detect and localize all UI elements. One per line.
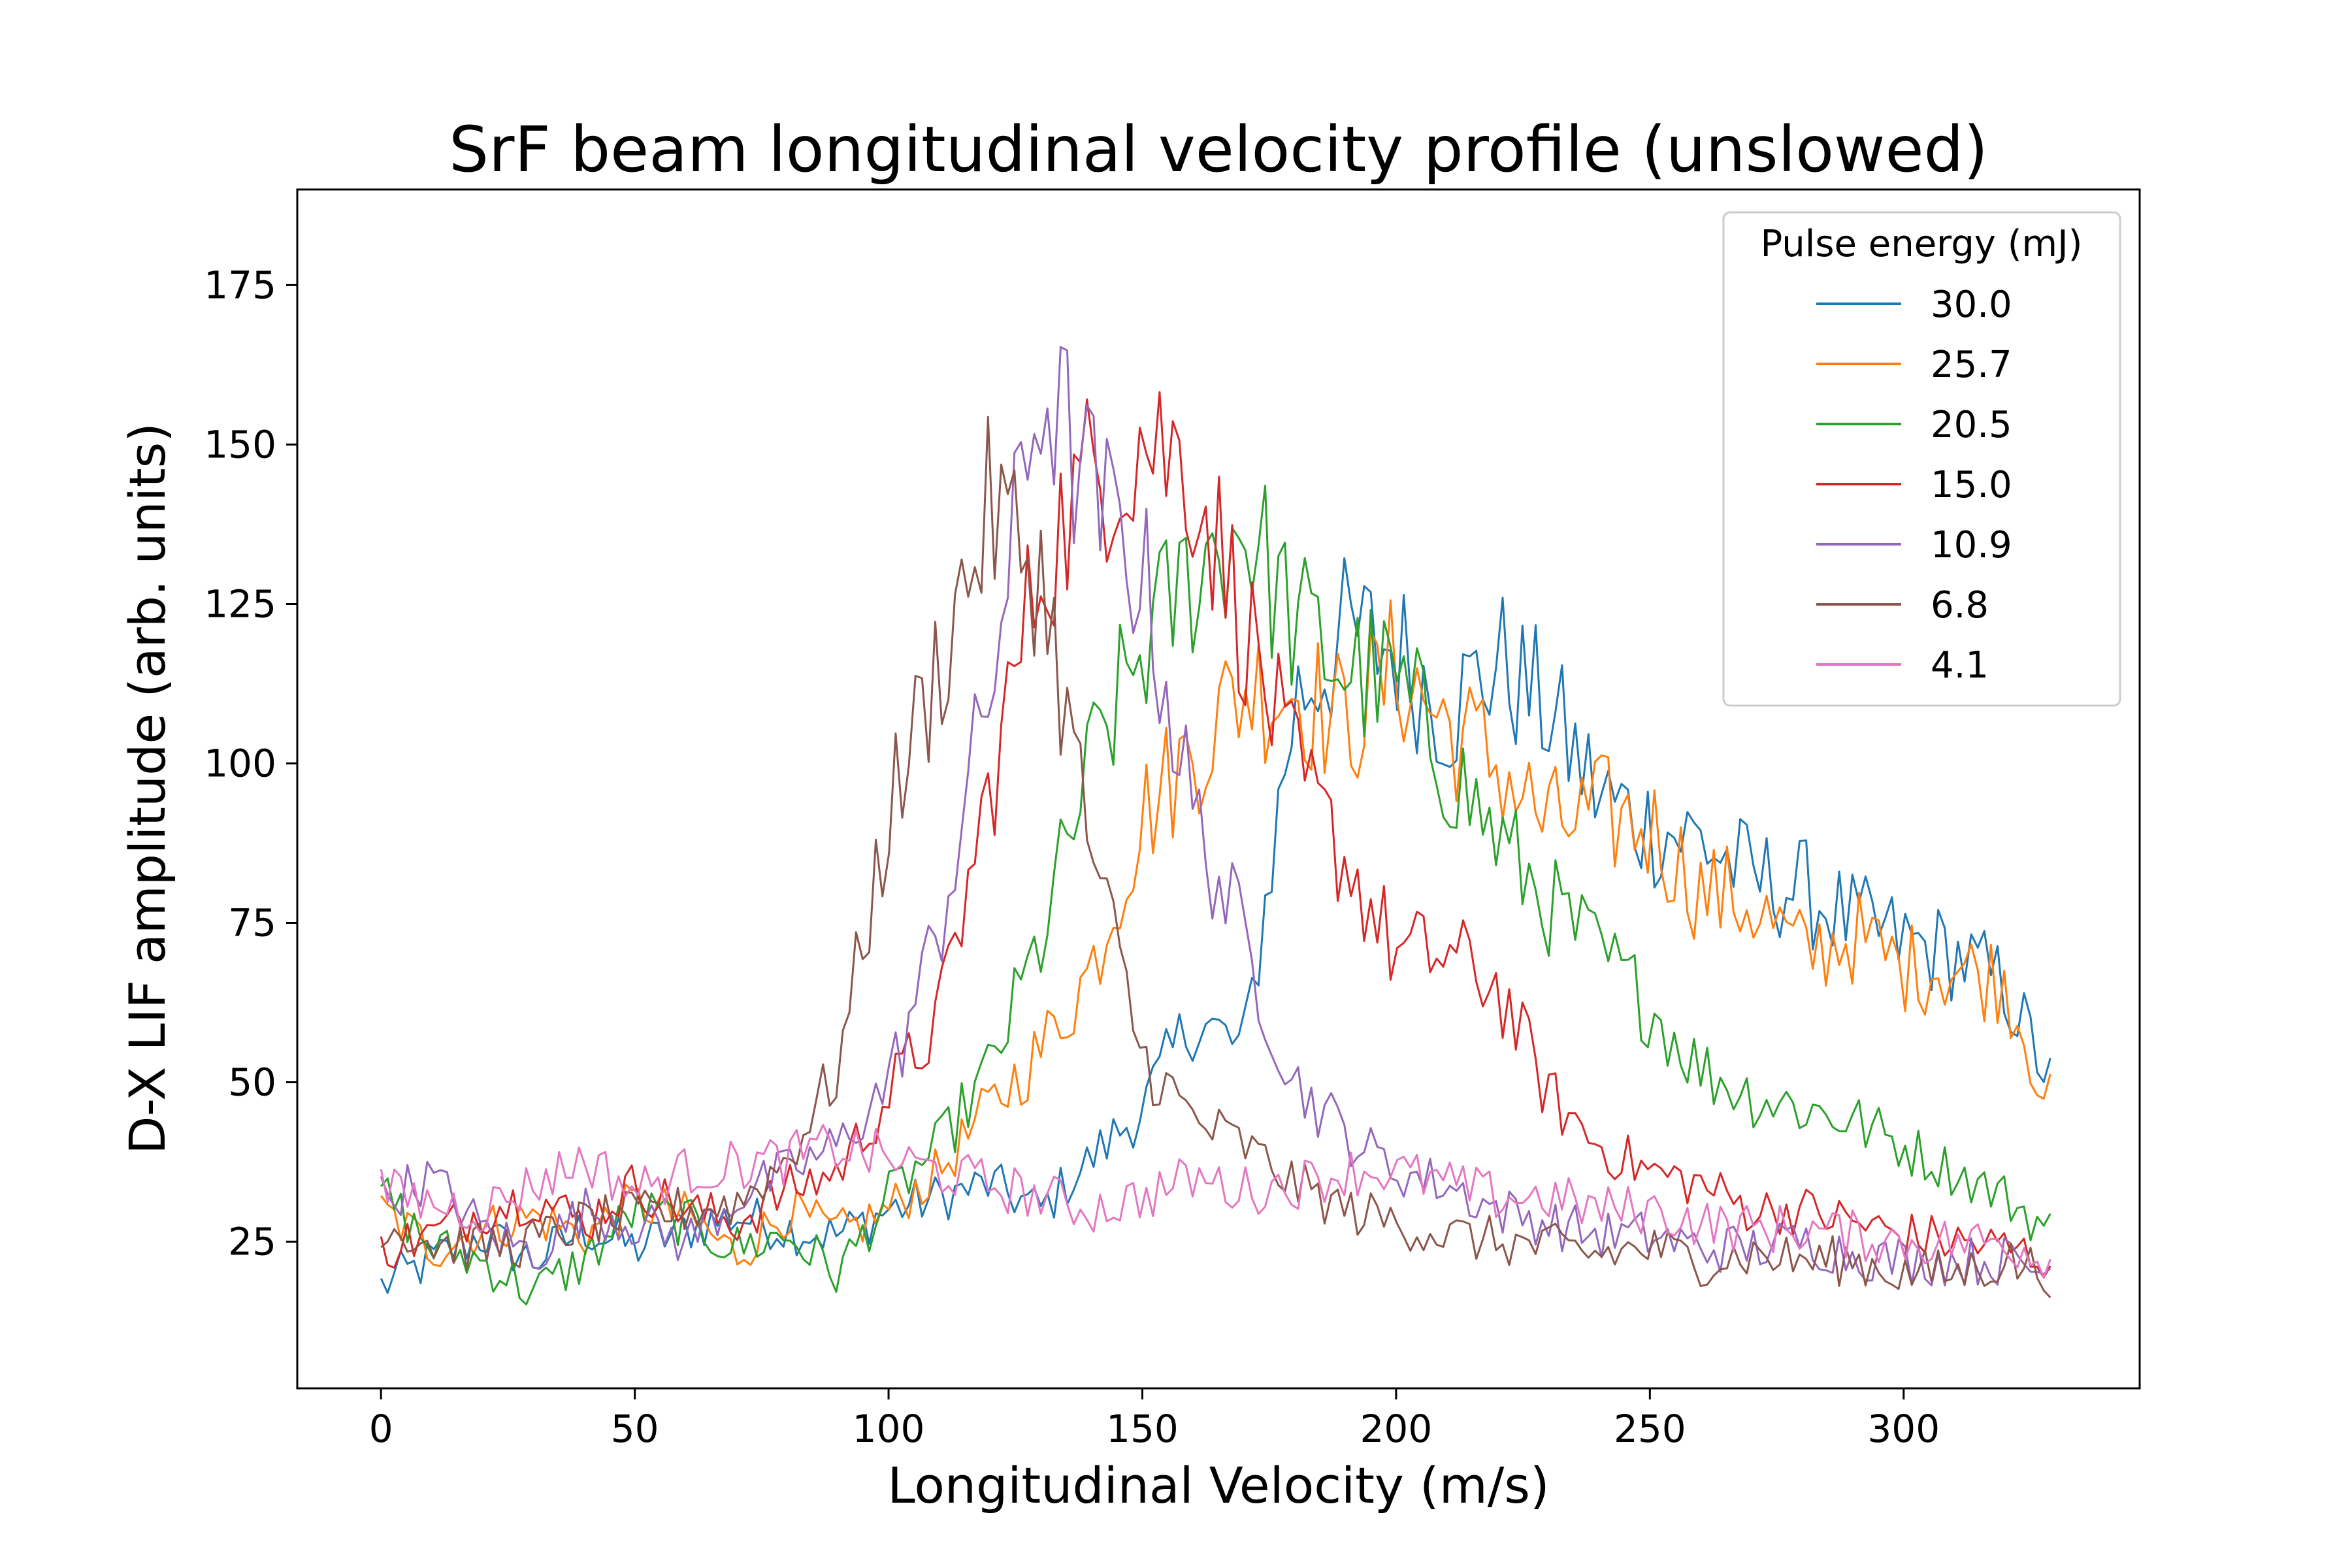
legend-label-4.1: 4.1 — [1931, 644, 1989, 687]
legend-label-15.0: 15.0 — [1931, 464, 2012, 506]
series-line-15.0 — [380, 391, 2051, 1279]
legend-label-6.8: 6.8 — [1931, 584, 1989, 627]
series-layer — [380, 346, 2051, 1306]
x-tick-label: 250 — [1614, 1407, 1686, 1451]
y-axis-label: D-X LIF amplitude (arb. units) — [118, 423, 176, 1154]
x-tick-label: 300 — [1867, 1407, 1940, 1451]
x-tick-label: 100 — [853, 1407, 925, 1451]
x-tick-label: 200 — [1360, 1407, 1433, 1451]
plot-area-frame — [296, 188, 2141, 1390]
y-tick-label: 125 — [204, 581, 276, 626]
chart-title: SrF beam longitudinal velocity profile (… — [449, 113, 1988, 186]
legend-label-20.5: 20.5 — [1931, 404, 2012, 446]
x-tick-label: 50 — [611, 1407, 659, 1451]
legend-label-30.0: 30.0 — [1931, 284, 2012, 326]
legend-box — [1722, 211, 2121, 707]
legend: Pulse energy (mJ) 30.0 25.7 20.5 15.0 10.9 6.… — [1722, 211, 2121, 707]
y-tick-label: 100 — [204, 741, 276, 785]
x-tick-label: 150 — [1106, 1407, 1179, 1451]
x-tick-label: 0 — [369, 1407, 393, 1451]
series-line-10.9 — [380, 346, 2051, 1287]
series-line-4.1 — [380, 1124, 2051, 1279]
legend-label-25.7: 25.7 — [1931, 344, 2012, 386]
legend-title: Pulse energy (mJ) — [1761, 223, 2083, 265]
y-tick-label: 25 — [228, 1220, 276, 1264]
y-tick-label: 175 — [204, 263, 276, 307]
y-axis-ticks: 25 50 75 100 125 150 175 — [204, 263, 297, 1264]
legend-label-10.9: 10.9 — [1931, 524, 2012, 566]
y-tick-label: 75 — [228, 900, 276, 945]
series-line-6.8 — [380, 416, 2051, 1299]
legend-entries: 30.0 25.7 20.5 15.0 10.9 6.8 4.1 — [1816, 284, 2012, 687]
x-axis-label: Longitudinal Velocity (m/s) — [887, 1456, 1549, 1514]
y-tick-label: 150 — [204, 422, 276, 466]
y-tick-label: 50 — [228, 1060, 276, 1104]
x-axis-ticks: 0 50 100 150 200 250 300 — [369, 1388, 1940, 1451]
